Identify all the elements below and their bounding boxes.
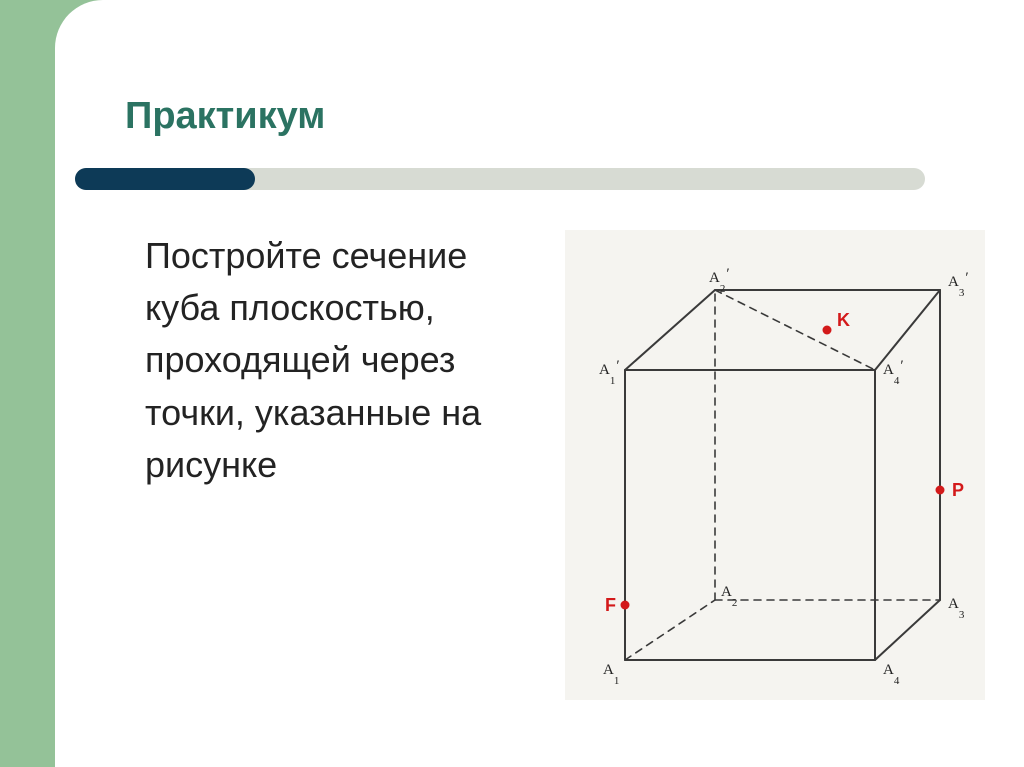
slide-title: Практикум	[125, 95, 985, 138]
slide-content: Практикум Постройте сечение куба плоскос…	[115, 95, 985, 700]
figure-container: A1A4A2A3A1′A4′A2′A3′KPF	[565, 230, 985, 700]
slide-main: Практикум Постройте сечение куба плоскос…	[55, 0, 1024, 767]
left-green-strip	[0, 0, 55, 767]
slide-body: Постройте сечение куба плоскостью, прохо…	[115, 230, 985, 700]
svg-text:F: F	[605, 595, 616, 615]
svg-text:K: K	[837, 310, 850, 330]
svg-text:P: P	[952, 480, 964, 500]
title-bar-knob	[75, 168, 255, 190]
cube-diagram: A1A4A2A3A1′A4′A2′A3′KPF	[565, 230, 985, 700]
title-underline-bar	[75, 168, 925, 190]
task-text: Постройте сечение куба плоскостью, прохо…	[115, 230, 535, 491]
